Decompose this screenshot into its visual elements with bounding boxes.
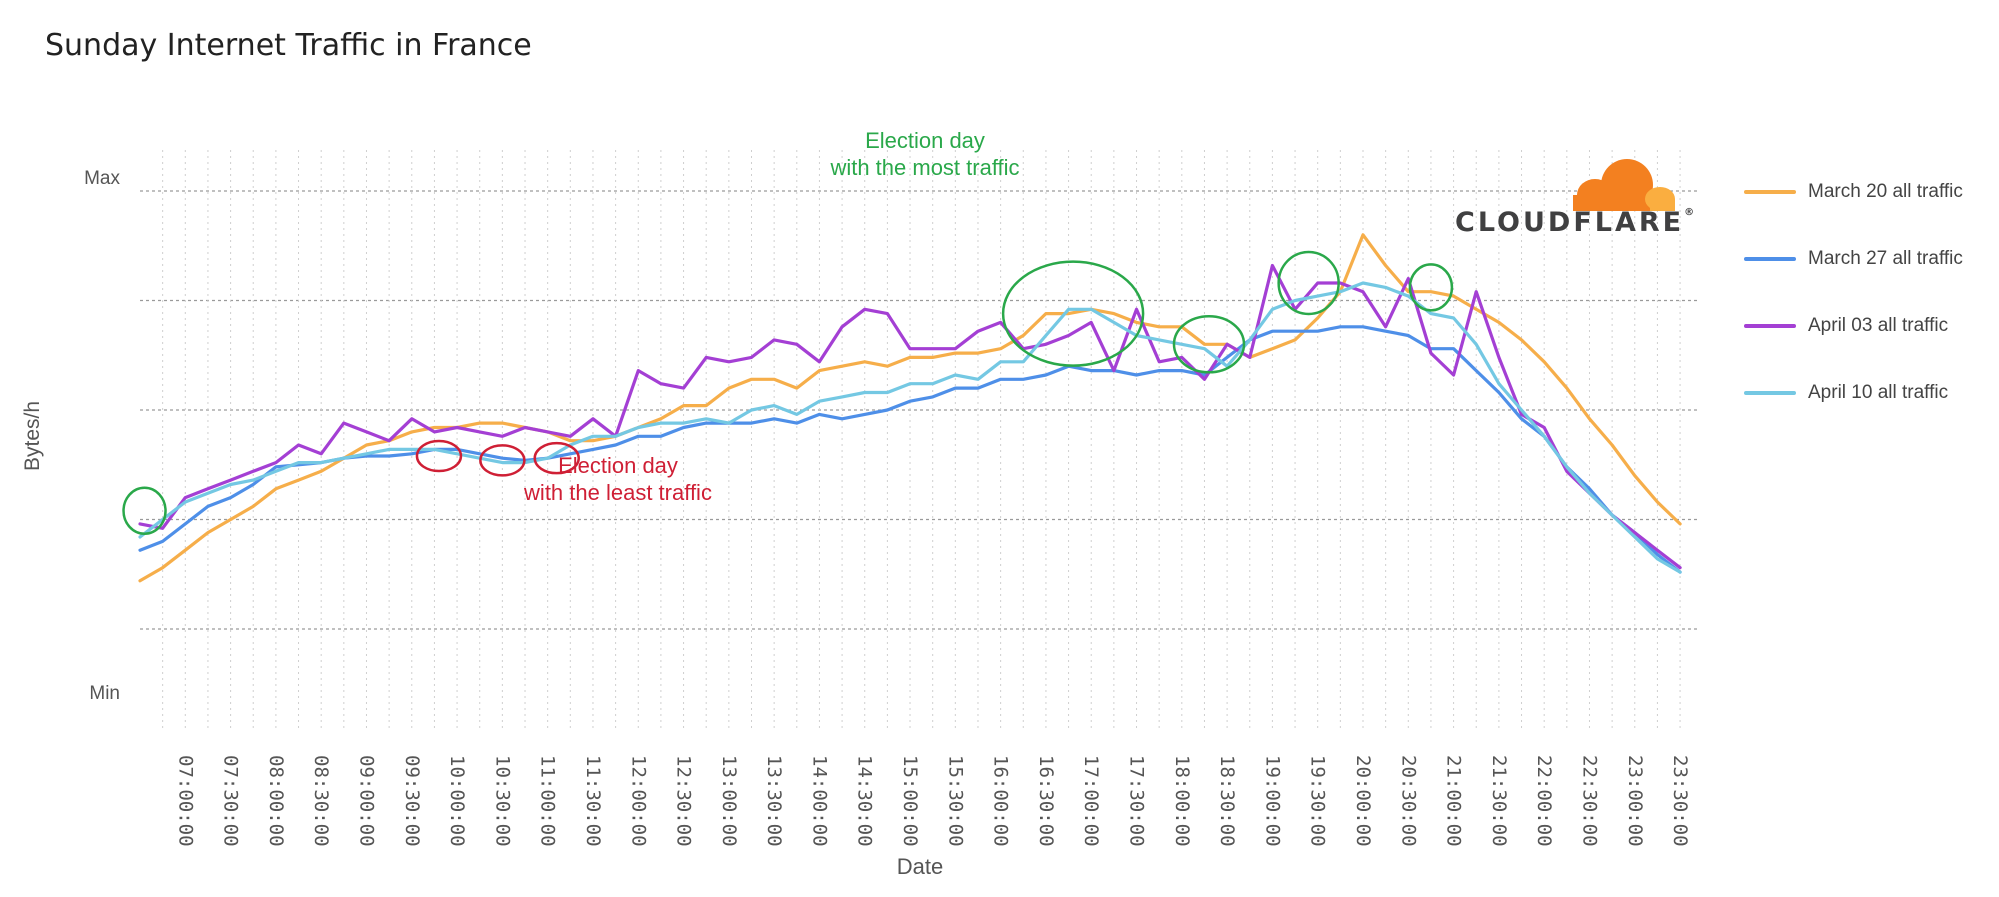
legend-label: March 20 all traffic <box>1808 180 1963 202</box>
legend-item[interactable]: April 03 all traffic <box>1744 292 1963 359</box>
legend: March 20 all traffic March 27 all traffi… <box>1744 158 1963 426</box>
series-line-march-27-all-traffic <box>138 325 1682 574</box>
highlight-circle <box>1172 315 1246 374</box>
legend-swatch <box>1744 256 1796 261</box>
cloud-icon <box>1573 159 1675 211</box>
x-tick-label: 23:30:00 <box>1669 755 1691 847</box>
x-tick-label: 12:30:00 <box>673 755 695 847</box>
x-tick-label: 21:30:00 <box>1488 755 1510 847</box>
cloudflare-logo: CLOUDFLARE® <box>1455 155 1695 245</box>
legend-label: April 10 all traffic <box>1808 381 1949 403</box>
highlight-circle <box>533 441 580 475</box>
annotation-line: with the most traffic <box>829 155 1019 180</box>
x-tick-label: 11:00:00 <box>537 755 559 847</box>
legend-swatch <box>1744 390 1796 395</box>
highlight-circle <box>122 486 167 535</box>
x-tick-label: 10:00:00 <box>446 755 468 847</box>
x-tick-label: 18:30:00 <box>1216 755 1238 847</box>
x-tick-label: 10:30:00 <box>491 755 513 847</box>
legend-label: March 27 all traffic <box>1808 247 1963 269</box>
x-tick-label: 17:30:00 <box>1126 755 1148 847</box>
x-tick-label: 19:00:00 <box>1261 755 1283 847</box>
x-tick-label: 22:30:00 <box>1578 755 1600 847</box>
x-tick-label: 12:00:00 <box>627 755 649 847</box>
x-tick-label: 20:00:00 <box>1352 755 1374 847</box>
y-axis-label: Bytes/h <box>21 401 44 471</box>
y-tick-max: Max <box>84 168 120 189</box>
logo-mark: ® <box>1684 207 1695 218</box>
chart-title: Sunday Internet Traffic in France <box>45 28 532 63</box>
highlight-circle <box>1277 250 1340 316</box>
series-line-april-03-all-traffic <box>138 263 1682 570</box>
y-tick-min: Min <box>89 683 120 704</box>
highlight-circle <box>1001 260 1145 367</box>
gridlines <box>140 150 1700 728</box>
x-tick-label: 15:00:00 <box>899 755 921 847</box>
x-axis-ticks: 07:00:00 07:30:00 08:00:00 08:30:00 09:00:00… <box>174 755 1691 847</box>
annotation-line: Election day <box>558 453 678 478</box>
x-tick-label: 07:00:00 <box>174 755 196 847</box>
x-tick-label: 22:00:00 <box>1533 755 1555 847</box>
x-tick-label: 15:30:00 <box>944 755 966 847</box>
x-tick-label: 14:00:00 <box>808 755 830 847</box>
x-tick-label: 07:30:00 <box>220 755 242 847</box>
legend-item[interactable]: March 20 all traffic <box>1744 158 1963 225</box>
highlight-circle <box>479 444 526 477</box>
x-tick-label: 08:30:00 <box>310 755 332 847</box>
x-tick-label: 11:30:00 <box>582 755 604 847</box>
x-tick-label: 14:30:00 <box>854 755 876 847</box>
x-tick-label: 20:30:00 <box>1397 755 1419 847</box>
annotation-line: with the least traffic <box>523 480 712 505</box>
x-tick-label: 21:00:00 <box>1443 755 1465 847</box>
annotation-line: Election day <box>865 128 985 153</box>
x-tick-label: 17:00:00 <box>1080 755 1102 847</box>
legend-swatch <box>1744 323 1796 328</box>
x-tick-label: 13:00:00 <box>718 755 740 847</box>
logo-text: CLOUDFLARE <box>1455 207 1685 238</box>
x-tick-label: 13:30:00 <box>763 755 785 847</box>
x-tick-label: 09:00:00 <box>355 755 377 847</box>
x-axis-label: Date <box>897 854 943 879</box>
x-tick-label: 23:00:00 <box>1624 755 1646 847</box>
highlight-circles <box>122 250 1454 535</box>
highlight-circle <box>1408 263 1454 312</box>
legend-swatch <box>1744 189 1796 194</box>
x-tick-label: 16:30:00 <box>1035 755 1057 847</box>
y-axis-ticks: Max Min <box>84 168 120 704</box>
legend-item[interactable]: April 10 all traffic <box>1744 359 1963 426</box>
highlight-circle <box>415 439 463 473</box>
x-tick-label: 18:00:00 <box>1171 755 1193 847</box>
x-tick-label: 16:00:00 <box>990 755 1012 847</box>
x-tick-label: 19:30:00 <box>1307 755 1329 847</box>
x-tick-label: 08:00:00 <box>265 755 287 847</box>
x-tick-label: 09:30:00 <box>401 755 423 847</box>
legend-label: April 03 all traffic <box>1808 314 1949 336</box>
series-line-march-20-all-traffic <box>138 233 1682 583</box>
legend-item[interactable]: March 27 all traffic <box>1744 225 1963 292</box>
